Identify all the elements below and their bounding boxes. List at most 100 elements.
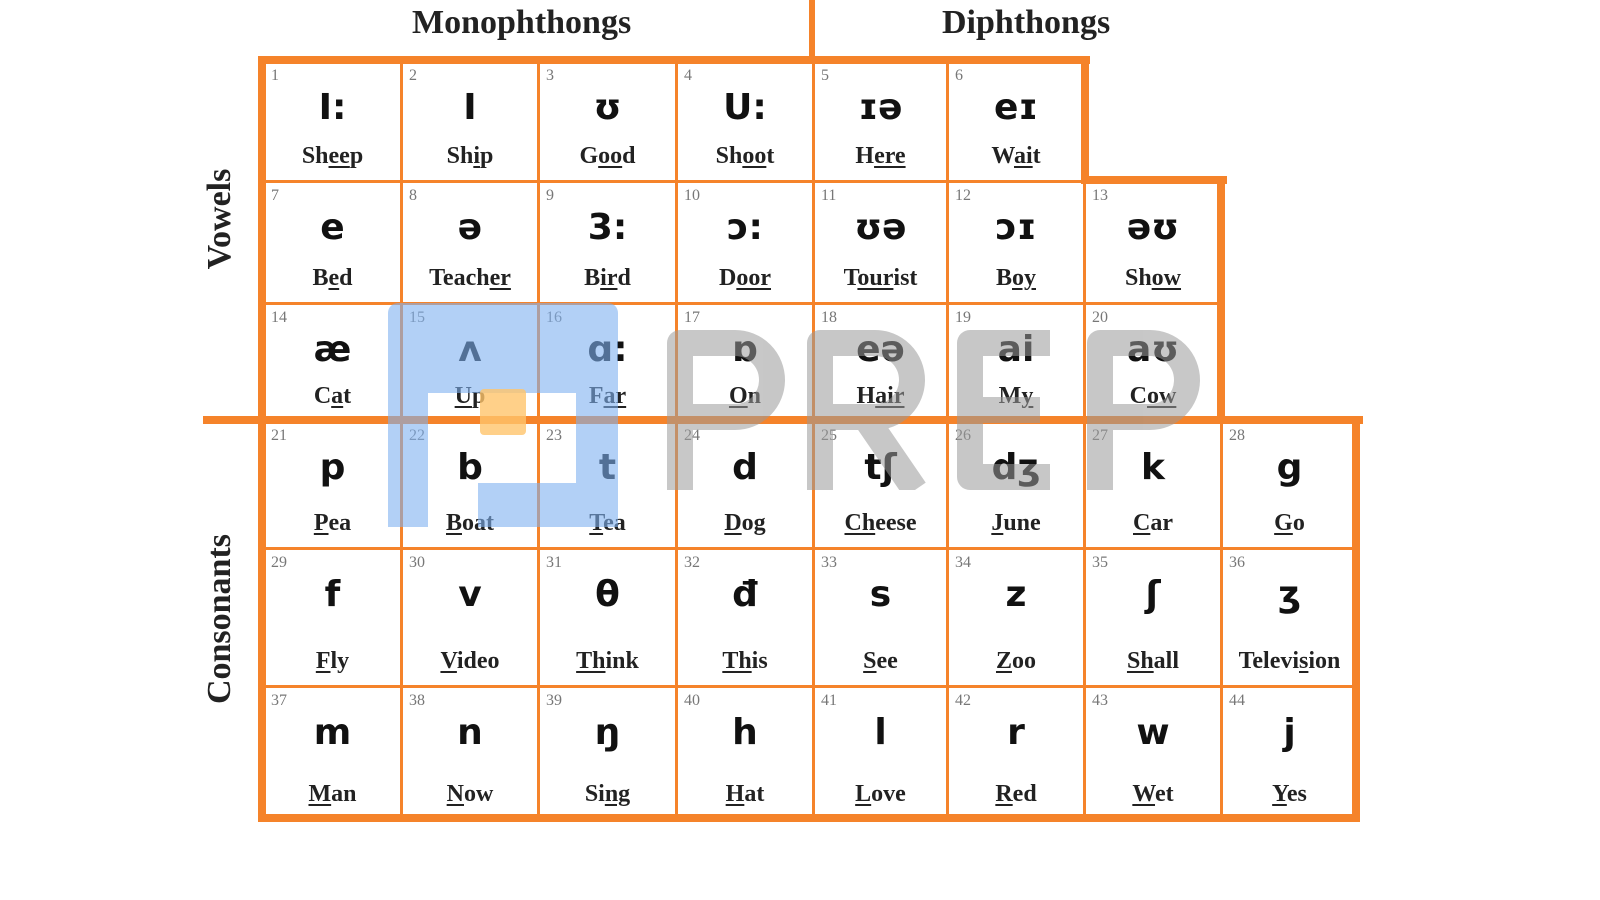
word-suffix: ideo (456, 648, 500, 674)
cell-number: 19 (955, 309, 971, 326)
cell-number: 10 (684, 187, 700, 204)
word-highlight: P (313, 510, 329, 536)
cell-number: 17 (684, 309, 700, 326)
word-highlight: V (440, 648, 457, 674)
heading-divider (809, 0, 815, 60)
ipa-symbol: z (1005, 574, 1027, 615)
ipa-symbol: k (1141, 447, 1165, 488)
ipa-symbol: eə (856, 329, 905, 370)
ipa-symbol: ʃ (1145, 574, 1161, 615)
cell-number: 42 (955, 692, 971, 709)
vowel-cell: 2 I Ship (400, 60, 540, 183)
consonant-cell: 28 g Go (1220, 420, 1359, 550)
example-word: Cow (1086, 383, 1220, 410)
word-prefix: Sh (446, 143, 474, 169)
consonant-cell: 31 θ Think (537, 547, 678, 688)
ipa-symbol: d (732, 447, 758, 488)
ipa-symbol: ɑ: (587, 329, 628, 370)
consonant-cell: 39 ŋ Sing (537, 685, 678, 821)
consonant-cell: 38 n Now (400, 685, 540, 821)
example-word: Sing (540, 781, 675, 808)
ipa-symbol: g (1276, 447, 1303, 488)
consonant-cell: 24 d Dog (675, 420, 815, 550)
vowel-cell: 16 ɑ: Far (537, 302, 678, 423)
word-highlight: O (728, 383, 748, 409)
cell-number: 44 (1229, 692, 1245, 709)
word-highlight: ir (600, 265, 618, 291)
vowel-cell: 7 e Bed (262, 180, 403, 305)
cell-number: 12 (955, 187, 971, 204)
ipa-symbol: ɔ: (727, 207, 763, 248)
vowel-consonant-divider (203, 416, 1363, 424)
ipa-symbol: ŋ (594, 712, 621, 753)
consonant-cell: 40 h Hat (675, 685, 815, 821)
ipa-symbol: θ (595, 574, 620, 615)
ipa-symbol: ʊ (593, 87, 622, 128)
cell-number: 33 (821, 554, 837, 571)
cell-number: 25 (821, 427, 837, 444)
example-word: Red (949, 781, 1083, 808)
word-highlight: Ch (844, 510, 876, 536)
word-highlight: H (725, 781, 745, 807)
example-word: Yes (1223, 781, 1356, 808)
consonant-cell: 44 j Yes (1220, 685, 1359, 821)
example-word: Zoo (949, 648, 1083, 675)
word-highlight: N (446, 781, 464, 807)
vowel-cell: 13 əʊ Show (1083, 180, 1223, 305)
example-word: Video (403, 648, 537, 675)
word-suffix: ea (603, 510, 626, 536)
word-suffix: eese (875, 510, 917, 536)
word-highlight: air (875, 383, 905, 409)
word-suffix: o (1292, 510, 1305, 536)
ipa-symbol: v (458, 574, 482, 615)
cell-number: 43 (1092, 692, 1108, 709)
example-word: June (949, 510, 1083, 537)
word-prefix: T (843, 265, 858, 291)
example-word: Here (815, 143, 946, 170)
word-suffix: ea (328, 510, 352, 536)
ipa-symbol: s (869, 574, 892, 615)
ipa-symbol: U: (723, 87, 767, 128)
ipa-symbol: aʊ (1126, 329, 1180, 370)
cell-number: 31 (546, 554, 562, 571)
frame-segment (258, 814, 1360, 822)
cell-number: 28 (1229, 427, 1245, 444)
example-word: Hat (678, 781, 812, 808)
word-suffix: oat (462, 510, 494, 536)
ipa-symbol: l (874, 712, 887, 753)
cell-number: 13 (1092, 187, 1108, 204)
example-word: Far (540, 383, 675, 410)
word-suffix: oo (1012, 648, 1036, 674)
vowel-cell: 19 ai My (946, 302, 1086, 423)
word-suffix: d (339, 265, 353, 291)
cell-number: 3 (546, 67, 554, 84)
word-suffix: og (741, 510, 766, 536)
consonant-cell: 30 v Video (400, 547, 540, 688)
word-highlight: oor (736, 265, 771, 291)
cell-number: 9 (546, 187, 554, 204)
word-highlight: ow (1147, 383, 1177, 409)
word-suffix: n (747, 383, 762, 409)
word-suffix: t (766, 143, 775, 169)
ipa-symbol: æ (313, 329, 352, 370)
ipa-symbol: ʊə (854, 207, 907, 248)
word-prefix: Si (584, 781, 605, 807)
cell-number: 26 (955, 427, 971, 444)
vowel-cell: 20 aʊ Cow (1083, 302, 1223, 423)
vowel-cell: 9 3: Bird (537, 180, 678, 305)
example-word: Tourist (815, 265, 946, 292)
word-suffix: at (744, 781, 765, 807)
ipa-symbol: dʒ (991, 447, 1041, 488)
cell-number: 7 (271, 187, 279, 204)
example-word: My (949, 383, 1083, 410)
ipa-symbol: I (463, 87, 477, 128)
cell-number: 20 (1092, 309, 1108, 326)
word-highlight: Th (576, 648, 606, 674)
cell-number: 8 (409, 187, 417, 204)
word-highlight: B (445, 510, 462, 536)
word-suffix: ist (893, 265, 918, 291)
word-highlight: oo (598, 143, 623, 169)
vowel-cell: 5 ɪə Here (812, 60, 949, 183)
cell-number: 5 (821, 67, 829, 84)
consonant-cell: 25 tʃ Cheese (812, 420, 949, 550)
